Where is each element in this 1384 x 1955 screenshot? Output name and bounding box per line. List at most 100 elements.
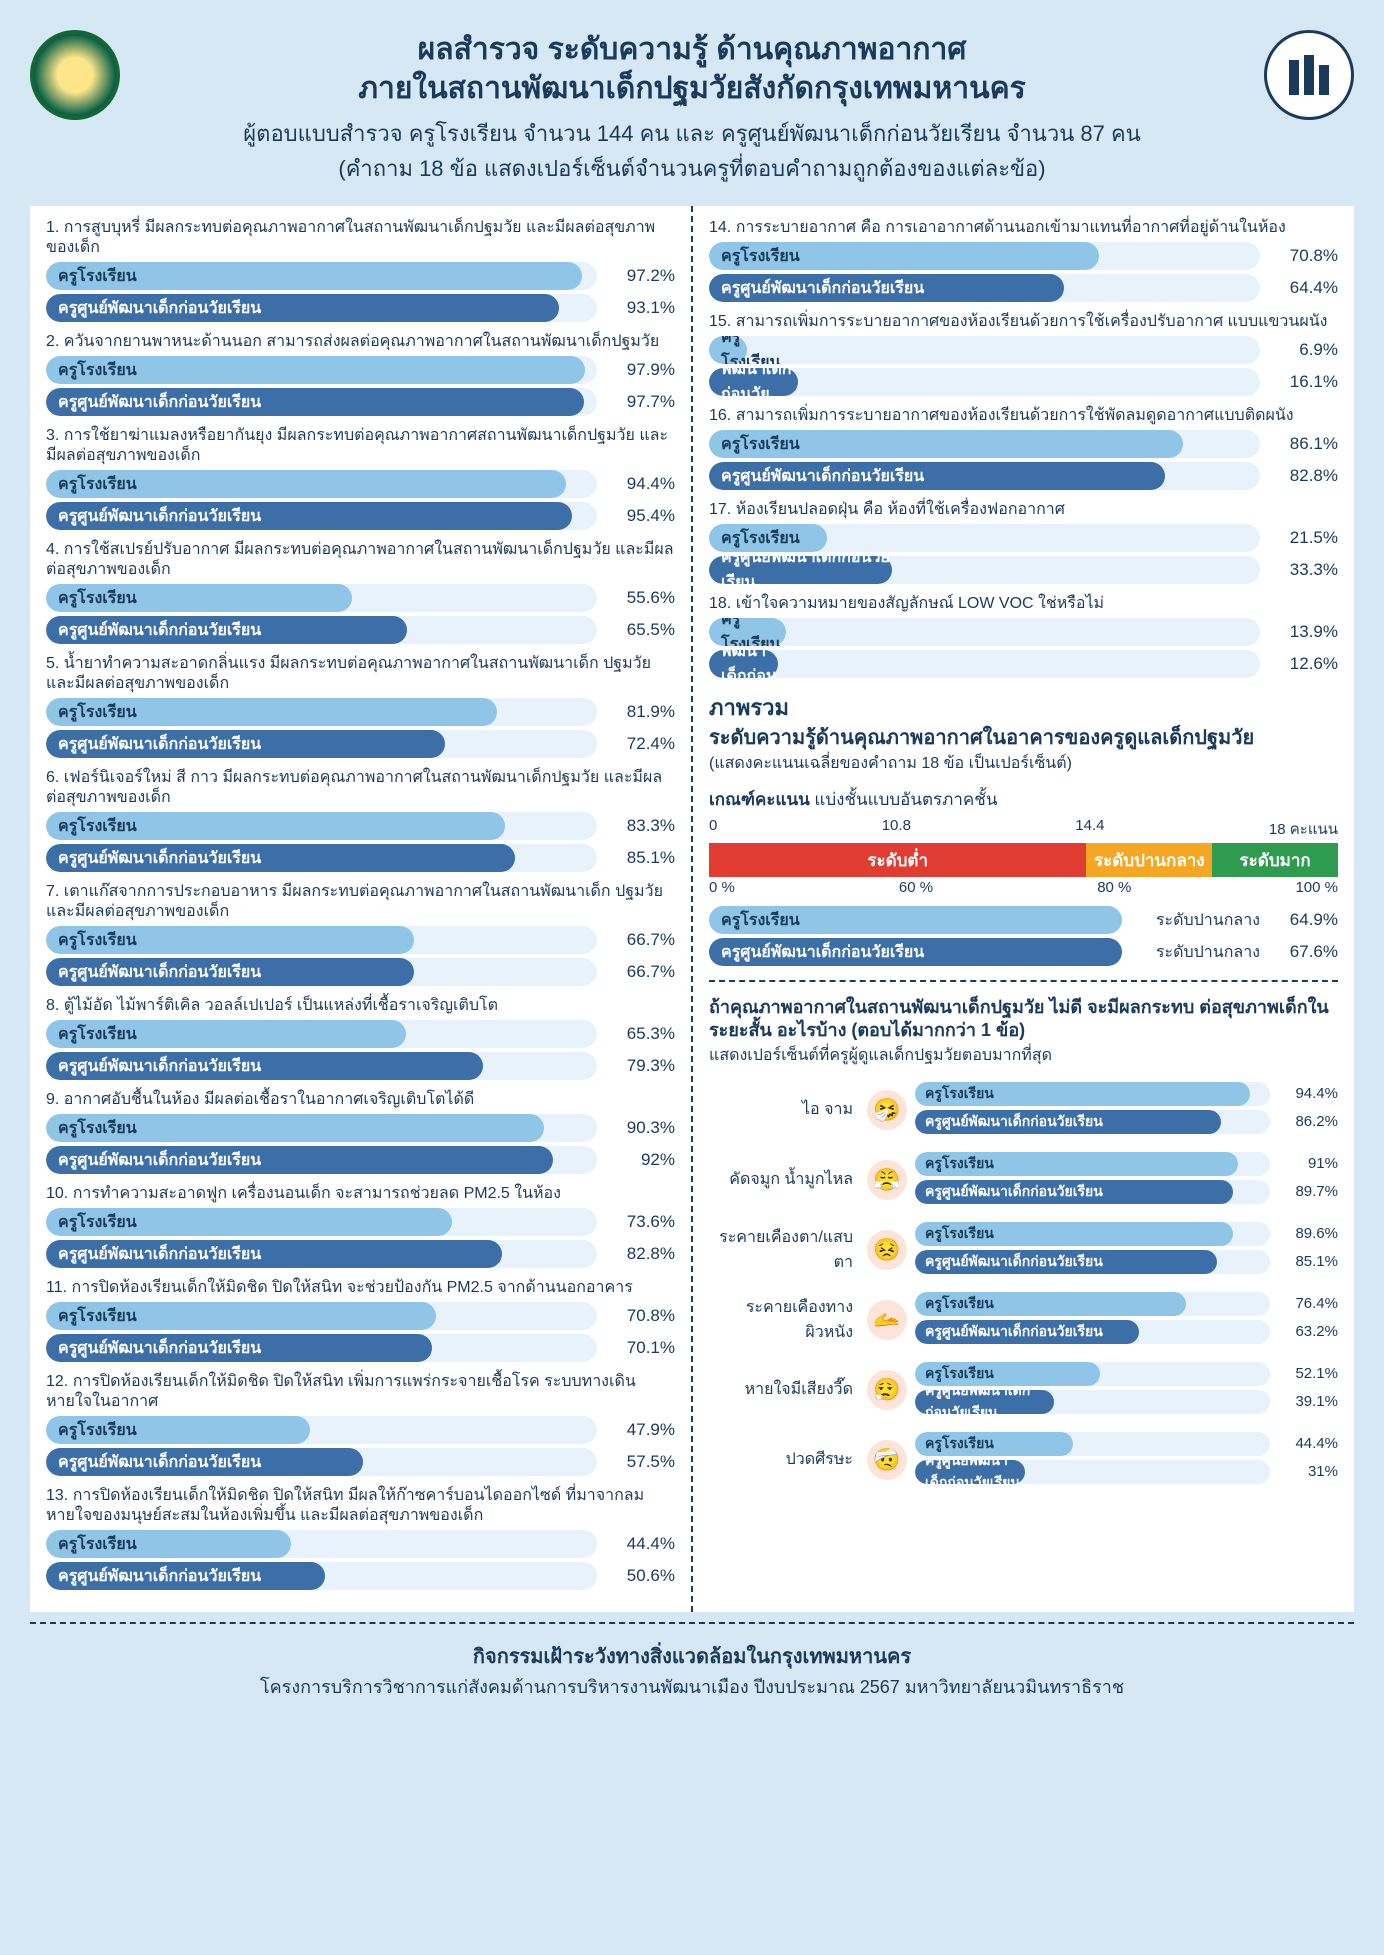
title-2: ภายในสถานพัฒนาเด็กปฐมวัยสังกัดกรุงเทพมหา… — [130, 69, 1254, 108]
effect-bar-fill: ครูโรงเรียน — [915, 1222, 1233, 1246]
bar-row-school: ครูโรงเรียน 97.9% — [46, 356, 675, 384]
bar-wrap: ครูศูนย์พัฒนาเด็กก่อนวัยเรียน — [709, 556, 1260, 584]
bar-row-school: ครูโรงเรียน 44.4% — [46, 1530, 675, 1558]
effect-bar-wrap: ครูศูนย์พัฒนาเด็กก่อนวัยเรียน — [915, 1250, 1270, 1274]
bar-pct: 92% — [605, 1150, 675, 1170]
effect-bar-wrap: ครูศูนย์พัฒนาเด็กก่อนวัยเรียน — [915, 1390, 1270, 1414]
title-1: ผลสำรวจ ระดับความรู้ ด้านคุณภาพอากาศ — [130, 30, 1254, 69]
bar-fill-school: ครูโรงเรียน — [46, 1416, 310, 1444]
effect-icon: 🤧 — [867, 1090, 907, 1130]
bar-fill-school: ครูโรงเรียน — [709, 430, 1183, 458]
bar-wrap: ครูศูนย์พัฒนาเด็กก่อนวัยเรียน — [46, 388, 597, 416]
bar-row-center: ครูศูนย์พัฒนาเด็กก่อนวัยเรียน 95.4% — [46, 502, 675, 530]
bar-wrap: ครูศูนย์พัฒนาเด็กก่อนวัยเรียน — [46, 616, 597, 644]
bar-row-school: ครูโรงเรียน 6.9% — [709, 336, 1338, 364]
overall-bar: ครูโรงเรียน — [709, 906, 1122, 934]
effect-bar-fill: ครูศูนย์พัฒนาเด็กก่อนวัยเรียน — [915, 1250, 1217, 1274]
footer: กิจกรรมเฝ้าระวังทางสิ่งแวดล้อมในกรุงเทพม… — [30, 1622, 1354, 1701]
scale-tick: 18 คะแนน — [1269, 817, 1338, 841]
bar-fill-school: ครูโรงเรียน — [46, 262, 582, 290]
scale-bar: ระดับต่ำระดับปานกลางระดับมาก — [709, 843, 1338, 877]
effect-bar-fill: ครูศูนย์พัฒนาเด็กก่อนวัยเรียน — [915, 1110, 1221, 1134]
question-title: 1. การสูบบุหรี่ มีผลกระทบต่อคุณภาพอากาศใ… — [46, 218, 675, 258]
effect-bar-wrap: ครูโรงเรียน — [915, 1292, 1270, 1316]
bar-row-center: ครูศูนย์พัฒนาเด็กก่อนวัยเรียน 97.7% — [46, 388, 675, 416]
question-title: 17. ห้องเรียนปลอดฝุ่น คือ ห้องที่ใช้เครื… — [709, 500, 1338, 520]
bar-pct: 97.7% — [605, 392, 675, 412]
effects-sub: แสดงเปอร์เซ็นต์ที่ครูผู้ดูแลเด็กปฐมวัยตอ… — [709, 1043, 1338, 1068]
bar-wrap: ครูศูนย์พัฒนาเด็กก่อนวัยเรียน — [46, 844, 597, 872]
divider — [709, 980, 1338, 982]
scale-segment: ระดับมาก — [1212, 843, 1338, 877]
bar-wrap: ครูโรงเรียน — [46, 812, 597, 840]
question-block: 3. การใช้ยาฆ่าแมลงหรือยากันยุง มีผลกระทบ… — [46, 426, 675, 530]
overall-row: ครูโรงเรียน ระดับปานกลาง 64.9% — [709, 906, 1338, 934]
effect-bar-center: ครูศูนย์พัฒนาเด็กก่อนวัยเรียน 86.2% — [915, 1110, 1338, 1134]
bar-wrap: ครูศูนย์พัฒนาเด็กก่อนวัยเรียน — [709, 368, 1260, 396]
effect-row: ปวดศีรษะ 🤕 ครูโรงเรียน 44.4% ครูศูนย์พัฒ… — [709, 1432, 1338, 1488]
bar-wrap: ครูศูนย์พัฒนาเด็กก่อนวัยเรียน — [709, 650, 1260, 678]
footer-line-2: โครงการบริการวิชาการแก่สังคมด้านการบริหา… — [30, 1672, 1354, 1701]
effect-bar-wrap: ครูศูนย์พัฒนาเด็กก่อนวัยเรียน — [915, 1320, 1270, 1344]
effects-title: ถ้าคุณภาพอากาศในสถานพัฒนาเด็กปฐมวัย ไม่ด… — [709, 996, 1338, 1043]
bar-pct: 6.9% — [1268, 340, 1338, 360]
bar-pct: 44.4% — [605, 1534, 675, 1554]
bar-pct: 97.9% — [605, 360, 675, 380]
bar-fill-center: ครูศูนย์พัฒนาเด็กก่อนวัยเรียน — [46, 1334, 432, 1362]
scale-pct-tick: 0 % — [709, 879, 735, 896]
subtitle-1: ผู้ตอบแบบสำรวจ ครูโรงเรียน จำนวน 144 คน … — [130, 116, 1254, 151]
effect-bar-wrap: ครูโรงเรียน — [915, 1362, 1270, 1386]
effect-row: ไอ จาม 🤧 ครูโรงเรียน 94.4% ครูศูนย์พัฒนา… — [709, 1082, 1338, 1138]
question-title: 12. การปิดห้องเรียนเด็กให้มิดชิด ปิดให้ส… — [46, 1372, 675, 1412]
bar-row-center: ครูศูนย์พัฒนาเด็กก่อนวัยเรียน 85.1% — [46, 844, 675, 872]
question-block: 4. การใช้สเปรย์ปรับอากาศ มีผลกระทบต่อคุณ… — [46, 540, 675, 644]
bar-fill-center: ครูศูนย์พัฒนาเด็กก่อนวัยเรียน — [46, 730, 445, 758]
bar-wrap: ครูโรงเรียน — [709, 618, 1260, 646]
scale-pcts: 0 %60 %80 %100 % — [709, 879, 1338, 896]
scale-pct-tick: 60 % — [899, 879, 933, 896]
effect-bar-center: ครูศูนย์พัฒนาเด็กก่อนวัยเรียน 39.1% — [915, 1390, 1338, 1414]
effect-bar-school: ครูโรงเรียน 94.4% — [915, 1082, 1338, 1106]
effect-bars: ครูโรงเรียน 44.4% ครูศูนย์พัฒนาเด็กก่อนว… — [915, 1432, 1338, 1488]
effect-label: หายใจมีเสียงวี๊ด — [709, 1377, 859, 1402]
effect-bar-school: ครูโรงเรียน 76.4% — [915, 1292, 1338, 1316]
bar-wrap: ครูศูนย์พัฒนาเด็กก่อนวัยเรียน — [46, 1448, 597, 1476]
bar-pct: 16.1% — [1268, 372, 1338, 392]
effect-pct: 89.6% — [1278, 1225, 1338, 1242]
bar-wrap: ครูโรงเรียน — [46, 356, 597, 384]
bar-wrap: ครูโรงเรียน — [46, 262, 597, 290]
bar-pct: 94.4% — [605, 474, 675, 494]
overall-level: ระดับปานกลาง — [1130, 940, 1260, 965]
bar-fill-center: ครูศูนย์พัฒนาเด็กก่อนวัยเรียน — [46, 1240, 502, 1268]
bar-pct: 82.8% — [605, 1244, 675, 1264]
subtitle-2: (คำถาม 18 ข้อ แสดงเปอร์เซ็นต์จำนวนครูที่… — [130, 151, 1254, 186]
question-title: 6. เฟอร์นิเจอร์ใหม่ สี กาว มีผลกระทบต่อค… — [46, 768, 675, 808]
bar-pct: 85.1% — [605, 848, 675, 868]
question-title: 3. การใช้ยาฆ่าแมลงหรือยากันยุง มีผลกระทบ… — [46, 426, 675, 466]
effect-bar-fill: ครูโรงเรียน — [915, 1152, 1238, 1176]
question-title: 5. น้ำยาทำความสะอาดกลิ่นแรง มีผลกระทบต่อ… — [46, 654, 675, 694]
effect-pct: 91% — [1278, 1155, 1338, 1172]
effect-pct: 44.4% — [1278, 1435, 1338, 1452]
footer-line-1: กิจกรรมเฝ้าระวังทางสิ่งแวดล้อมในกรุงเทพม… — [30, 1640, 1354, 1672]
bar-pct: 33.3% — [1268, 560, 1338, 580]
question-block: 18. เข้าใจความหมายของสัญลักษณ์ LOW VOC ใ… — [709, 594, 1338, 678]
question-block: 7. เตาแก๊สจากการประกอบอาหาร มีผลกระทบต่อ… — [46, 882, 675, 986]
bar-wrap: ครูศูนย์พัฒนาเด็กก่อนวัยเรียน — [46, 730, 597, 758]
bar-pct: 13.9% — [1268, 622, 1338, 642]
bar-row-school: ครูโรงเรียน 47.9% — [46, 1416, 675, 1444]
question-title: 4. การใช้สเปรย์ปรับอากาศ มีผลกระทบต่อคุณ… — [46, 540, 675, 580]
bar-wrap: ครูโรงเรียน — [46, 1416, 597, 1444]
question-title: 13. การปิดห้องเรียนเด็กให้มิดชิด ปิดให้ส… — [46, 1486, 675, 1526]
effect-bar-center: ครูศูนย์พัฒนาเด็กก่อนวัยเรียน 63.2% — [915, 1320, 1338, 1344]
bar-fill-center: ครูศูนย์พัฒนาเด็กก่อนวัยเรียน — [709, 368, 798, 396]
col-right: 14. การระบายอากาศ คือ การเอาอากาศด้านนอก… — [693, 206, 1354, 1612]
effect-bar-fill: ครูโรงเรียน — [915, 1292, 1186, 1316]
bar-fill-center: ครูศูนย์พัฒนาเด็กก่อนวัยเรียน — [46, 844, 515, 872]
question-block: 16. สามารถเพิ่มการระบายอากาศของห้องเรียน… — [709, 406, 1338, 490]
effect-bar-wrap: ครูศูนย์พัฒนาเด็กก่อนวัยเรียน — [915, 1110, 1270, 1134]
overall-row: ครูศูนย์พัฒนาเด็กก่อนวัยเรียน ระดับปานกล… — [709, 938, 1338, 966]
scale-tick: 14.4 — [1075, 817, 1104, 841]
effect-bar-center: ครูศูนย์พัฒนาเด็กก่อนวัยเรียน 85.1% — [915, 1250, 1338, 1274]
bar-row-center: ครูศูนย์พัฒนาเด็กก่อนวัยเรียน 93.1% — [46, 294, 675, 322]
